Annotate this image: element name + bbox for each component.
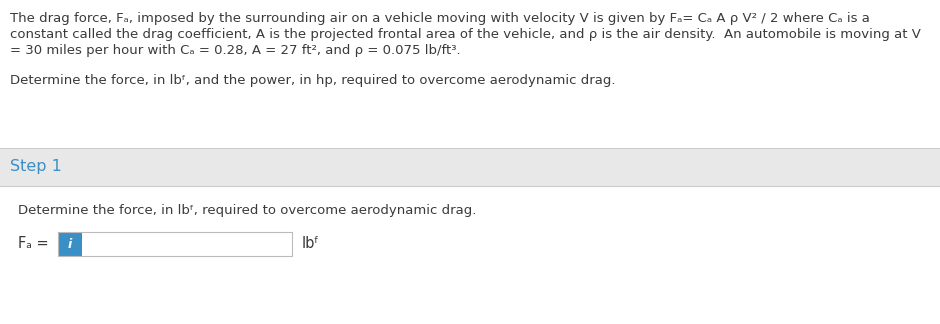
FancyBboxPatch shape <box>0 148 940 186</box>
FancyBboxPatch shape <box>0 0 940 148</box>
Text: Fₐ =: Fₐ = <box>18 237 49 251</box>
FancyBboxPatch shape <box>0 186 940 324</box>
Text: = 30 miles per hour with Cₐ = 0.28, A = 27 ft², and ρ = 0.075 lb/ft³.: = 30 miles per hour with Cₐ = 0.28, A = … <box>10 44 461 57</box>
FancyBboxPatch shape <box>82 232 292 256</box>
Text: constant called the drag coefficient, A is the projected frontal area of the veh: constant called the drag coefficient, A … <box>10 28 921 41</box>
Text: Determine the force, in lbᶠ, required to overcome aerodynamic drag.: Determine the force, in lbᶠ, required to… <box>18 204 477 217</box>
Text: i: i <box>68 237 72 250</box>
Text: Step 1: Step 1 <box>10 159 62 175</box>
Text: The drag force, Fₐ, imposed by the surrounding air on a vehicle moving with velo: The drag force, Fₐ, imposed by the surro… <box>10 12 870 25</box>
Text: Determine the force, in lbᶠ, and the power, in hp, required to overcome aerodyna: Determine the force, in lbᶠ, and the pow… <box>10 74 616 87</box>
FancyBboxPatch shape <box>58 232 82 256</box>
Text: lbᶠ: lbᶠ <box>302 237 320 251</box>
